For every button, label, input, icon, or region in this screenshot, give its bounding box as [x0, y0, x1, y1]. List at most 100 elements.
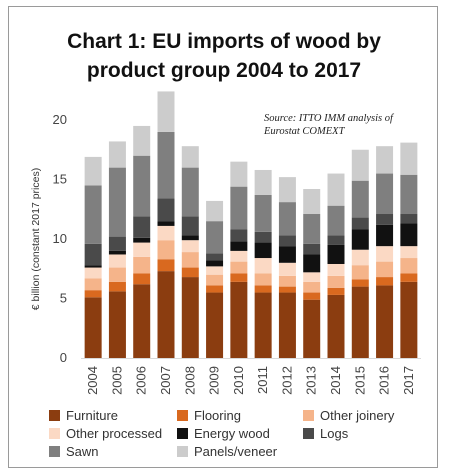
bar-segment-furniture-2012 [278, 292, 296, 358]
bar-segment-logs-2008 [181, 216, 199, 236]
bar-segment-logs-2011 [254, 231, 272, 243]
x-tick-label: 2017 [401, 366, 416, 395]
x-tick-label: 2009 [207, 366, 222, 395]
bar-segment-energy-wood-2013 [303, 254, 321, 273]
x-tick-label: 2006 [134, 366, 149, 395]
bar-segment-furniture-2016 [376, 285, 394, 358]
bar-segment-sawn-2011 [254, 194, 272, 232]
bar-segment-panels-veneer-2017 [400, 142, 418, 175]
legend-label: Other processed [66, 425, 163, 441]
legend-item-panels-veneer: Panels/veneer [177, 443, 303, 459]
bar-segment-other-joinery-2005 [108, 267, 126, 282]
bar-segment-other-joinery-2011 [254, 273, 272, 286]
bar-segment-other-processed-2010 [230, 250, 248, 262]
source-note-line-2: Eurostat COMEXT [264, 126, 345, 137]
bar-segment-furniture-2010 [230, 281, 248, 358]
bar-segment-energy-wood-2014 [327, 244, 345, 264]
bar-segment-flooring-2007 [157, 259, 175, 272]
y-tick-label: 5 [60, 291, 67, 306]
bar-segment-sawn-2015 [351, 180, 369, 218]
chart-title: Chart 1: EU imports of wood by product g… [9, 27, 439, 85]
bar-segment-other-joinery-2012 [278, 275, 296, 287]
bar-segment-panels-veneer-2012 [278, 177, 296, 203]
bar-segment-furniture-2004 [84, 297, 102, 358]
bar-segment-energy-wood-2005 [108, 250, 126, 255]
bar-segment-energy-wood-2006 [133, 237, 151, 243]
bar-segment-logs-2016 [376, 214, 394, 225]
bar-segment-logs-2006 [133, 216, 151, 238]
legend-swatch [303, 427, 314, 439]
bar-segment-energy-wood-2016 [376, 224, 394, 247]
x-tick-label: 2004 [85, 366, 100, 395]
x-tick-label: 2011 [255, 366, 270, 394]
bar-segment-other-joinery-2007 [157, 240, 175, 260]
x-tick-label: 2010 [231, 366, 246, 395]
bar-segment-sawn-2010 [230, 186, 248, 230]
bar-segment-flooring-2011 [254, 285, 272, 293]
bar-segment-other-processed-2014 [327, 263, 345, 276]
source-note: Source: ITTO IMM analysis of Eurostat CO… [264, 112, 424, 138]
x-tick-label: 2015 [352, 366, 367, 395]
bar-segment-sawn-2009 [206, 221, 224, 254]
chart-frame: Chart 1: EU imports of wood by product g… [8, 6, 438, 468]
stacked-bar-chart: 0 5 10 15 20 € billion (constant 2017 prices)… [30, 91, 421, 395]
legend-label: Furniture [66, 407, 119, 423]
bar-segment-flooring-2006 [133, 273, 151, 285]
bar-segment-other-processed-2017 [400, 246, 418, 259]
bar-segment-flooring-2015 [351, 279, 369, 287]
legend-swatch [177, 427, 188, 439]
chart-legend: Furniture Flooring Other joinery Other proc… [49, 407, 439, 459]
bar-segment-sawn-2017 [400, 174, 418, 215]
legend-swatch [49, 409, 60, 421]
bar-segment-flooring-2013 [303, 292, 321, 300]
bar-segment-flooring-2017 [400, 273, 418, 282]
bar-segment-other-joinery-2015 [351, 265, 369, 280]
bar-segment-other-joinery-2016 [376, 261, 394, 278]
y-tick-label: 20 [53, 112, 67, 127]
bar-segment-panels-veneer-2015 [351, 149, 369, 181]
bar-segment-furniture-2005 [108, 291, 126, 358]
bar-segment-flooring-2004 [84, 290, 102, 298]
bar-segment-flooring-2005 [108, 281, 126, 292]
bar-segment-panels-veneer-2005 [108, 141, 126, 168]
bar-segment-energy-wood-2017 [400, 223, 418, 247]
chart-title-line-1: Chart 1: EU imports of wood by [67, 30, 381, 53]
bar-segment-other-joinery-2017 [400, 258, 418, 274]
bar-segment-furniture-2017 [400, 281, 418, 358]
bar-segment-logs-2010 [230, 229, 248, 242]
bar-segment-other-joinery-2008 [181, 252, 199, 268]
legend-swatch [177, 445, 188, 457]
bar-segment-other-processed-2015 [351, 249, 369, 266]
bar-segment-flooring-2016 [376, 277, 394, 286]
bar-segment-logs-2012 [278, 235, 296, 247]
bar-segment-other-processed-2006 [133, 242, 151, 257]
bar-segment-other-joinery-2014 [327, 275, 345, 288]
legend-label: Sawn [66, 443, 99, 459]
bar-segment-other-processed-2016 [376, 246, 394, 262]
legend-label: Other joinery [320, 407, 395, 423]
bar-segment-energy-wood-2015 [351, 229, 369, 250]
bar-segment-panels-veneer-2014 [327, 173, 345, 206]
bar-segment-logs-2013 [303, 243, 321, 255]
legend-item-energy-wood: Energy wood [177, 425, 303, 441]
bar-segment-energy-wood-2008 [181, 235, 199, 241]
bar-segment-furniture-2015 [351, 286, 369, 358]
legend-swatch [177, 409, 188, 421]
x-tick-label: 2014 [328, 366, 343, 395]
bar-segment-energy-wood-2010 [230, 241, 248, 251]
bar-segment-other-processed-2013 [303, 272, 321, 282]
x-tick-label: 2007 [158, 366, 173, 395]
bar-segment-panels-veneer-2013 [303, 189, 321, 215]
bar-segment-sawn-2006 [133, 155, 151, 217]
y-axis-label: € billion (constant 2017 prices) [30, 168, 42, 310]
bar-segment-flooring-2009 [206, 285, 224, 293]
y-tick-label: 10 [53, 231, 67, 246]
bar-segment-flooring-2008 [181, 267, 199, 278]
legend-item-other-processed: Other processed [49, 425, 177, 441]
bar-segment-panels-veneer-2004 [84, 156, 102, 186]
y-tick-label: 0 [60, 350, 67, 365]
bar-segment-furniture-2011 [254, 292, 272, 358]
legend-swatch [303, 409, 314, 421]
bar-segment-sawn-2008 [181, 167, 199, 217]
bar-segment-furniture-2007 [157, 271, 175, 358]
